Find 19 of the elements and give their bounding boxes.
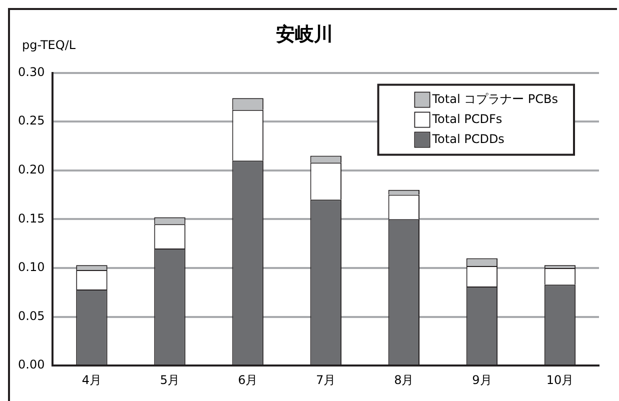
x-tick-label: 10月 — [546, 372, 574, 387]
y-tick-label: 0.15 — [18, 211, 45, 226]
x-tick-label: 5月 — [160, 372, 180, 387]
chart-title: 安岐川 — [276, 23, 333, 46]
x-tick-label: 6月 — [238, 372, 258, 387]
y-tick-label: 0.20 — [18, 162, 45, 177]
x-tick-label: 7月 — [316, 372, 336, 387]
y-tick-label: 0.00 — [18, 358, 45, 372]
x-tick-label: 4月 — [82, 372, 102, 387]
y-tick-label: 0.05 — [18, 308, 45, 323]
y-axis-title: pg-TEQ/L — [22, 38, 76, 52]
y-tick-label: 0.25 — [18, 114, 45, 128]
legend-label: Total PCDFs — [431, 112, 502, 126]
legend-label: Total PCDDs — [431, 132, 504, 146]
legend-label: Total コプラナー PCBs — [431, 92, 558, 106]
y-tick-label: 0.30 — [18, 64, 45, 79]
y-tick-label: 0.10 — [18, 260, 45, 274]
x-tick-label: 8月 — [394, 372, 414, 387]
x-tick-label: 9月 — [472, 372, 492, 387]
